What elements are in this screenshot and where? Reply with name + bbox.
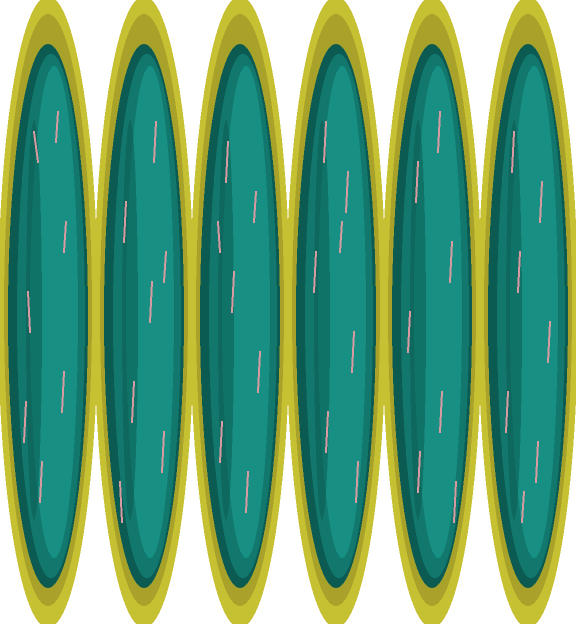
portal-streak bbox=[224, 140, 230, 184]
portal-1 bbox=[0, 0, 98, 624]
portal-streak bbox=[538, 180, 544, 224]
portal-streak bbox=[32, 130, 40, 164]
portal-streak bbox=[436, 110, 442, 154]
portal-pool-shade bbox=[314, 120, 330, 520]
portal-4 bbox=[286, 0, 386, 624]
portal-pool-shade bbox=[122, 120, 138, 520]
portal-pool-shade bbox=[218, 120, 234, 520]
portal-streak bbox=[452, 480, 458, 524]
portal-streak bbox=[22, 400, 28, 444]
portal-streak bbox=[448, 240, 454, 284]
portal-streak bbox=[516, 250, 522, 294]
portal-streak bbox=[148, 280, 154, 324]
portal-pool-shade bbox=[26, 120, 42, 520]
portal-streak bbox=[162, 250, 168, 284]
portal-6 bbox=[478, 0, 576, 624]
portal-streak bbox=[130, 380, 136, 424]
portal-pool-highlight bbox=[30, 66, 78, 558]
portal-streak bbox=[324, 410, 330, 454]
portal-streak bbox=[350, 330, 356, 374]
portal-streak bbox=[54, 110, 60, 144]
portal-streak bbox=[520, 490, 526, 524]
portal-2 bbox=[94, 0, 194, 624]
portal-streak bbox=[216, 220, 222, 254]
portal-streak bbox=[338, 220, 344, 254]
portal-streak bbox=[416, 450, 422, 494]
portal-streak bbox=[406, 310, 412, 354]
portal-streak bbox=[26, 290, 32, 334]
portal-pool-highlight bbox=[510, 66, 558, 558]
portal-pool-shade bbox=[410, 120, 426, 520]
portal-streak bbox=[244, 470, 250, 514]
portal-streak bbox=[60, 370, 66, 414]
portal-streak bbox=[256, 350, 262, 394]
portal-streak bbox=[546, 320, 552, 364]
portal-streak bbox=[344, 170, 350, 214]
portal-5 bbox=[382, 0, 482, 624]
portal-streak bbox=[504, 390, 510, 434]
portal-streak bbox=[354, 460, 360, 504]
portal-streak bbox=[160, 430, 166, 474]
portal-streak bbox=[322, 120, 328, 164]
portal-streak bbox=[152, 120, 158, 164]
portal-streak bbox=[312, 250, 318, 294]
portal-streak bbox=[230, 270, 236, 314]
portal-streak bbox=[252, 190, 258, 224]
portal-pool-shade bbox=[506, 120, 522, 520]
portal-3 bbox=[190, 0, 290, 624]
portal-pool-highlight bbox=[222, 66, 270, 558]
portal-pool-highlight bbox=[318, 66, 366, 558]
portal-streak bbox=[62, 220, 68, 254]
portal-streak bbox=[38, 460, 44, 504]
portal-streak bbox=[414, 160, 420, 204]
portal-streak bbox=[438, 390, 444, 434]
portal-streak bbox=[122, 200, 128, 244]
portal-streak bbox=[118, 480, 124, 524]
portal-pool-highlight bbox=[414, 66, 462, 558]
portal-streak bbox=[218, 420, 224, 464]
portal-streak bbox=[510, 130, 516, 174]
portal-streak bbox=[534, 440, 540, 484]
